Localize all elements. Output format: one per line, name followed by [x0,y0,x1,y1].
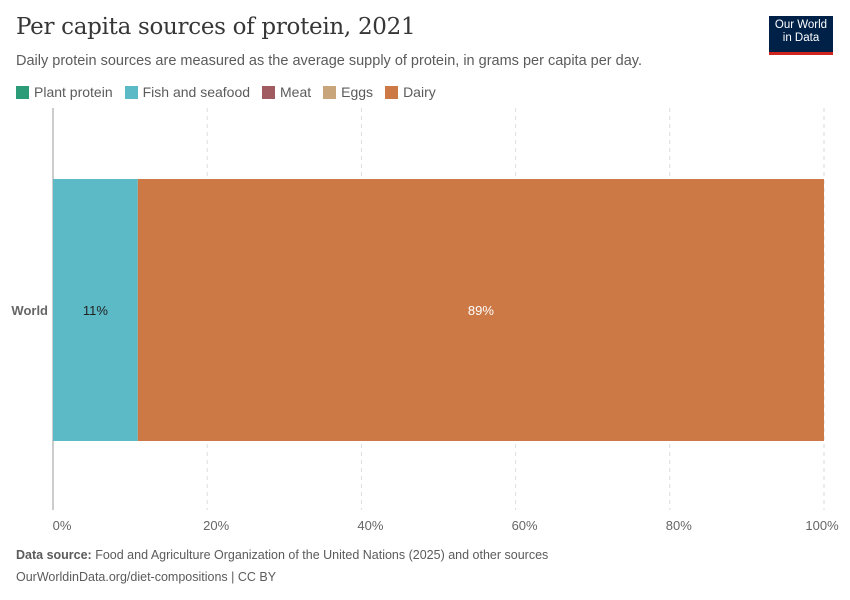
bar-segment [137,179,824,441]
bar-segment [53,179,138,441]
legend-item[interactable]: Fish and seafood [124,84,251,100]
legend-swatch [323,85,337,99]
legend-item[interactable]: Plant protein [16,84,113,100]
legend-item[interactable]: Meat [262,84,311,100]
source-text: Food and Agriculture Organization of the… [95,548,549,562]
legend: Plant protein Fish and seafood Meat Eggs Dai… [16,84,436,100]
legend-swatch [124,85,138,99]
source-label: Data source: [16,548,92,562]
data-label: 89% [468,303,494,318]
source-line: Data source: Food and Agriculture Organi… [16,548,548,562]
x-tick-label: 40% [357,518,383,533]
category-label: World [11,303,48,318]
chart-subtitle: Daily protein sources are measured as th… [16,53,642,69]
owid-logo[interactable]: Our World in Data [769,16,833,55]
legend-label: Fish and seafood [142,84,251,100]
legend-label: Dairy [403,84,436,100]
data-label: 11% [83,303,108,318]
legend-swatch [16,85,29,99]
x-tick-label: 80% [666,518,692,533]
x-tick-label: 20% [203,518,229,533]
x-tick-label: 60% [512,518,538,533]
legend-swatch [262,85,276,99]
x-tick-label: 0% [53,518,72,533]
url-line[interactable]: OurWorldinData.org/diet-compositions | C… [16,570,277,584]
legend-label: Eggs [341,84,374,100]
legend-label: Meat [280,84,312,100]
legend-label: Plant protein [34,84,113,100]
legend-item[interactable]: Eggs [323,84,373,100]
chart-title: Per capita sources of protein, 2021 [16,14,416,40]
x-tick-label: 100% [805,518,839,533]
legend-item[interactable]: Dairy [385,84,436,100]
legend-swatch [385,85,399,99]
